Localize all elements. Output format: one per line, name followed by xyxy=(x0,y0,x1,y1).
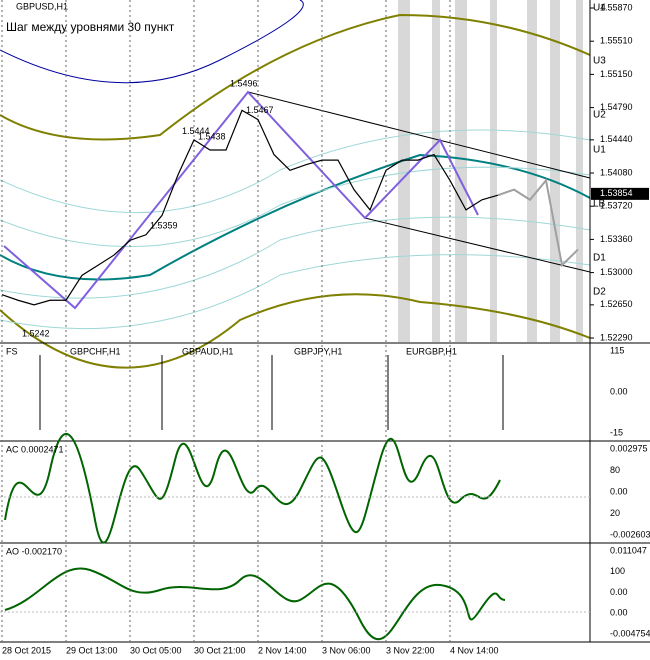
y-tick-label: 1.55150 xyxy=(600,69,633,79)
x-tick-label: 29 Oct 13:00 xyxy=(66,645,118,655)
panel-axis-label: 0.00 xyxy=(610,608,628,618)
current-price-box xyxy=(591,187,649,200)
separators xyxy=(0,0,650,643)
panel-title: FS xyxy=(6,346,18,356)
y-tick-label: 1.54080 xyxy=(600,167,633,177)
panel-axis-label: -0.004754 xyxy=(610,628,650,638)
level-label: U2 xyxy=(593,110,606,121)
level-label: D1 xyxy=(593,253,606,264)
panel-title: AC 0.0002471 xyxy=(6,444,64,454)
panel-axis-label: 0.00 xyxy=(610,386,628,396)
chart-subtitle: Шаг между уровнями 30 пункт xyxy=(6,20,175,34)
panel-axis-label: 0.00 xyxy=(610,587,628,597)
panel-axis-label: 100 xyxy=(610,566,625,576)
panel-axis-label: 0.002975 xyxy=(610,443,648,453)
y-tick-label: 1.52290 xyxy=(600,332,633,342)
panel-axis-label: 80 xyxy=(610,465,620,475)
x-tick-label: 30 Oct 21:00 xyxy=(194,645,246,655)
panel-axis-label: 0.00 xyxy=(610,486,628,496)
swing-label: 1.5467 xyxy=(246,105,274,115)
panel-axis-label: 20 xyxy=(610,508,620,518)
level-label: U1 xyxy=(593,145,606,156)
y-tick-label: 1.55870 xyxy=(600,2,633,12)
x-tick-label: 4 Nov 14:00 xyxy=(450,645,499,655)
swing-label: 1.5496 xyxy=(230,78,258,88)
y-tick-label: 1.53720 xyxy=(600,201,633,211)
panel-title: AO -0.002170 xyxy=(6,546,62,556)
current-price-label: 1.53854 xyxy=(600,188,633,198)
chart-title: GBPUSD,H1 xyxy=(16,1,68,11)
x-tick-label: 3 Nov 22:00 xyxy=(386,645,435,655)
panel-label: GBPJPY,H1 xyxy=(294,346,342,356)
y-tick-label: 1.53360 xyxy=(600,234,633,244)
swing-label: 1.5444 xyxy=(182,126,210,136)
y-tick-label: 1.54440 xyxy=(600,134,633,144)
panel-axis-label: 115 xyxy=(610,345,624,355)
price-line xyxy=(1,109,499,306)
panel-label: GBPAUD,H1 xyxy=(182,346,233,356)
level-label: U4 xyxy=(593,3,606,14)
swing-label: 1.5359 xyxy=(150,221,178,231)
x-tick-label: 28 Oct 2015 xyxy=(2,645,51,655)
panel-axis-label: 0.011047 xyxy=(610,545,647,555)
y-tick-label: 1.54790 xyxy=(600,102,633,112)
x-tick-label: 30 Oct 05:00 xyxy=(130,645,182,655)
y-tick-label: 1.53000 xyxy=(600,267,633,277)
x-tick-label: 2 Nov 14:00 xyxy=(258,645,307,655)
swing-label: 1.5438 xyxy=(198,132,226,142)
y-tick-label: 1.52650 xyxy=(600,299,633,309)
swing-label: 1.5242 xyxy=(22,328,50,338)
level-label: LB xyxy=(593,199,606,210)
level-label: D2 xyxy=(593,287,606,298)
panel-label: GBPCHF,H1 xyxy=(70,346,121,356)
oscillators xyxy=(0,432,590,640)
price-line xyxy=(497,178,579,268)
panel-label: EURGBP,H1 xyxy=(406,346,457,356)
panel-axis-label: -15 xyxy=(610,427,623,437)
x-tick-label: 3 Nov 06:00 xyxy=(322,645,371,655)
y-tick-label: 1.55510 xyxy=(600,36,633,46)
panel-axis-label: -0.002603 xyxy=(610,529,650,539)
level-label: U3 xyxy=(593,56,606,67)
